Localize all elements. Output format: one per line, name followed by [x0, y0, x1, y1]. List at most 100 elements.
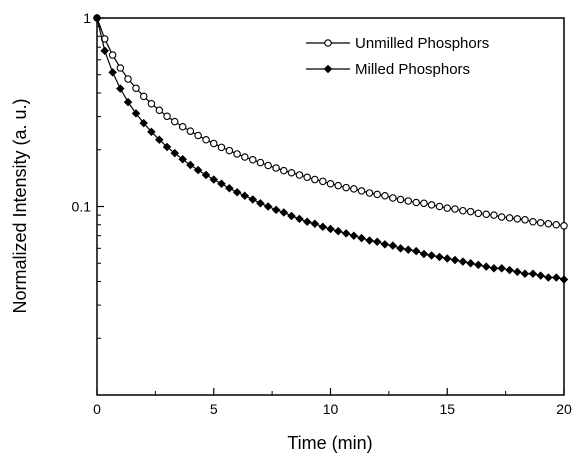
- data-point: [560, 222, 568, 230]
- data-point: [178, 122, 187, 131]
- data-point: [217, 143, 226, 152]
- data-point: [404, 197, 413, 205]
- data-point: [147, 127, 156, 137]
- data-point: [302, 217, 312, 227]
- data-point: [442, 254, 452, 263]
- axis-ticks: 0 5 10 15 20 1 0.1: [72, 10, 572, 417]
- data-point: [411, 246, 421, 256]
- data-point: [412, 198, 420, 207]
- data-point: [287, 169, 296, 177]
- data-point: [264, 161, 272, 170]
- legend-entry: Milled Phosphors: [306, 61, 470, 78]
- data-point: [280, 166, 288, 175]
- data-point: [443, 204, 451, 212]
- x-axis-label: Time (min): [287, 433, 372, 453]
- data-point: [365, 236, 374, 245]
- data-point: [303, 173, 311, 181]
- data-point: [232, 187, 242, 197]
- legend-marker: [324, 39, 332, 47]
- data-point: [256, 158, 265, 167]
- data-point: [310, 219, 320, 229]
- data-point: [529, 218, 537, 226]
- x-tick-label: 20: [556, 401, 572, 417]
- data-point: [233, 150, 241, 158]
- data-point: [505, 265, 514, 275]
- data-point: [217, 179, 226, 189]
- data-point: [209, 175, 219, 184]
- data-point: [147, 99, 156, 108]
- data-point: [489, 263, 499, 273]
- data-point: [311, 175, 319, 184]
- data-point: [319, 177, 327, 186]
- data-point: [92, 13, 102, 23]
- data-point: [435, 202, 444, 211]
- plot-frame: [96, 17, 565, 396]
- data-point: [357, 187, 366, 195]
- data-point: [194, 131, 202, 140]
- data-point: [466, 258, 475, 268]
- data-point: [559, 275, 569, 284]
- data-point: [248, 156, 257, 164]
- data-point: [326, 180, 335, 188]
- data-point: [357, 233, 366, 243]
- data-point: [139, 118, 149, 128]
- data-point: [271, 205, 281, 215]
- data-point: [458, 257, 468, 266]
- data-point: [520, 269, 530, 279]
- data-point: [139, 92, 148, 101]
- data-point: [396, 243, 405, 253]
- data-point: [536, 271, 546, 280]
- data-point: [419, 249, 429, 259]
- data-point: [201, 170, 211, 180]
- data-point: [381, 192, 389, 200]
- data-point: [225, 183, 234, 193]
- data-point: [505, 214, 514, 222]
- series-layer: [92, 13, 569, 284]
- data-point: [365, 189, 374, 197]
- data-point: [100, 46, 110, 56]
- data-point: [552, 221, 561, 229]
- data-point: [178, 154, 188, 164]
- data-point: [451, 205, 459, 213]
- data-point: [372, 237, 382, 247]
- data-point: [132, 84, 140, 92]
- data-point: [481, 262, 491, 271]
- data-point: [450, 255, 460, 265]
- data-point: [497, 213, 506, 221]
- legend-entry: Unmilled Phosphors: [306, 35, 489, 52]
- data-point: [202, 136, 210, 144]
- data-point: [116, 64, 125, 72]
- data-point: [497, 263, 507, 273]
- data-point: [341, 229, 351, 238]
- data-point: [334, 181, 342, 190]
- data-point: [427, 201, 436, 209]
- series-unmilled: [93, 14, 568, 230]
- data-point: [240, 191, 250, 201]
- data-point: [287, 211, 296, 221]
- series-milled: [92, 13, 569, 284]
- series-line: [96, 17, 565, 227]
- data-point: [186, 127, 195, 135]
- x-tick-label: 10: [323, 401, 339, 417]
- legend-marker: [323, 64, 333, 74]
- data-point: [115, 84, 125, 93]
- data-point: [403, 245, 413, 255]
- data-point: [349, 231, 359, 241]
- data-point: [186, 160, 195, 170]
- data-point: [350, 185, 358, 193]
- data-point: [162, 142, 172, 152]
- y-tick-label: 1: [83, 10, 91, 26]
- data-point: [124, 75, 132, 83]
- data-point: [108, 67, 117, 77]
- data-point: [318, 222, 328, 232]
- x-tick-label: 5: [210, 401, 218, 417]
- data-point: [544, 220, 553, 228]
- data-point: [389, 194, 397, 202]
- data-point: [225, 146, 234, 155]
- x-tick-label: 15: [439, 401, 455, 417]
- data-point: [482, 210, 490, 218]
- data-point: [171, 117, 179, 126]
- data-point: [193, 165, 203, 175]
- data-point: [241, 153, 249, 161]
